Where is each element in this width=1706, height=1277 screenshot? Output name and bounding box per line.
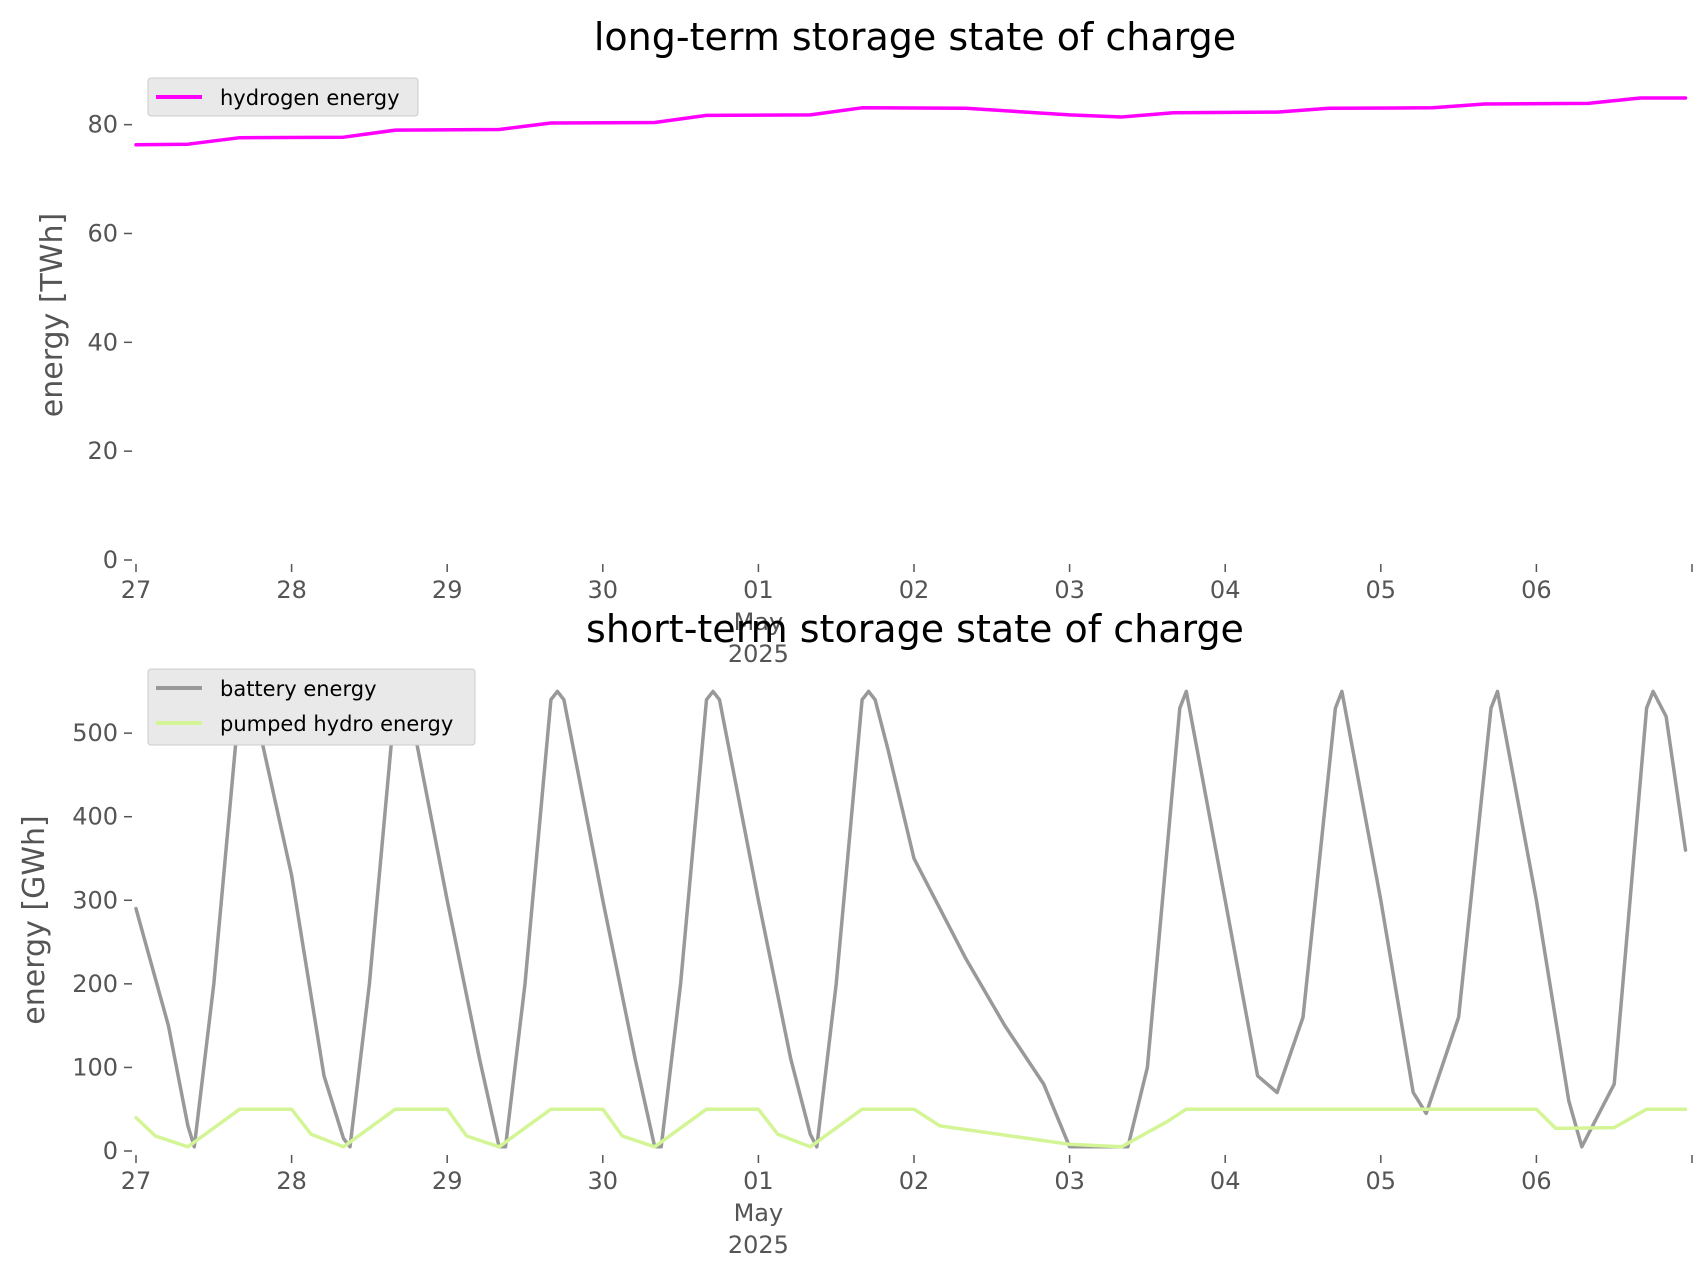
chart-short-term: short-term storage state of charge energ… xyxy=(17,607,1693,1259)
legend-label-battery: battery energy xyxy=(220,677,377,701)
x-tick-label: 03 xyxy=(1054,576,1085,604)
x-tick-label: 28 xyxy=(276,1167,307,1195)
y-tick-label: 400 xyxy=(72,803,118,831)
chart-title: long-term storage state of charge xyxy=(594,15,1236,59)
x-tick-label: 05 xyxy=(1366,576,1397,604)
legend: hydrogen energy xyxy=(147,77,419,117)
y-axis-label: energy [GWh] xyxy=(17,815,52,1024)
y-tick-label: 300 xyxy=(72,886,118,914)
x-sublabel: May xyxy=(734,1199,784,1227)
x-tick-label: 01 xyxy=(743,1167,774,1195)
plot-area: 0 100 200 300 400 500 27 28 29 30 01 May 2025 02 03 04 0… xyxy=(72,689,1693,1259)
y-tick-label: 80 xyxy=(87,111,118,139)
x-tick-label: 27 xyxy=(121,1167,152,1195)
x-tick-label: 28 xyxy=(276,576,307,604)
x-tick-label: 04 xyxy=(1210,1167,1241,1195)
x-tick-label: 01 xyxy=(743,576,774,604)
y-tick-label: 500 xyxy=(72,719,118,747)
chart-title: short-term storage state of charge xyxy=(586,607,1244,651)
series-line-hydrogen-energy xyxy=(134,96,1688,147)
y-tick-label: 40 xyxy=(87,328,118,356)
y-tick-label: 200 xyxy=(72,970,118,998)
x-tick-label: 27 xyxy=(121,576,152,604)
y-tick-label: 20 xyxy=(87,437,118,465)
x-tick-label: 03 xyxy=(1054,1167,1085,1195)
x-sublabel: May xyxy=(734,608,784,636)
y-tick-label: 0 xyxy=(103,546,118,574)
y-tick-label: 0 xyxy=(103,1137,118,1165)
y-tick-label: 60 xyxy=(87,219,118,247)
y-axis-label: energy [TWh] xyxy=(35,213,70,417)
legend-label-hydrogen: hydrogen energy xyxy=(220,86,400,110)
chart-long-term: long-term storage state of charge energy… xyxy=(35,15,1693,668)
y-tick-label: 100 xyxy=(72,1053,118,1081)
x-tick-label: 29 xyxy=(432,1167,463,1195)
x-tick-label: 05 xyxy=(1366,1167,1397,1195)
x-tick-label: 04 xyxy=(1210,576,1241,604)
series-line-battery-energy xyxy=(134,689,1688,1149)
x-tick-label: 29 xyxy=(432,576,463,604)
x-tick-label: 30 xyxy=(588,576,619,604)
x-tick-label: 30 xyxy=(588,1167,619,1195)
x-sublabel: 2025 xyxy=(728,640,789,668)
x-sublabel: 2025 xyxy=(728,1231,789,1259)
x-tick-label: 06 xyxy=(1521,576,1552,604)
series-line-pumped-hydro-energy xyxy=(134,1107,1688,1149)
x-tick-label: 02 xyxy=(899,576,930,604)
x-tick-label: 02 xyxy=(899,1167,930,1195)
plot-area: 0 20 40 60 80 27 28 29 30 01 May 2025 02 03 04 05 06 xyxy=(87,96,1693,668)
x-tick-label: 06 xyxy=(1521,1167,1552,1195)
legend: battery energy pumped hydro energy xyxy=(147,668,476,746)
legend-label-pumped-hydro: pumped hydro energy xyxy=(220,712,453,736)
